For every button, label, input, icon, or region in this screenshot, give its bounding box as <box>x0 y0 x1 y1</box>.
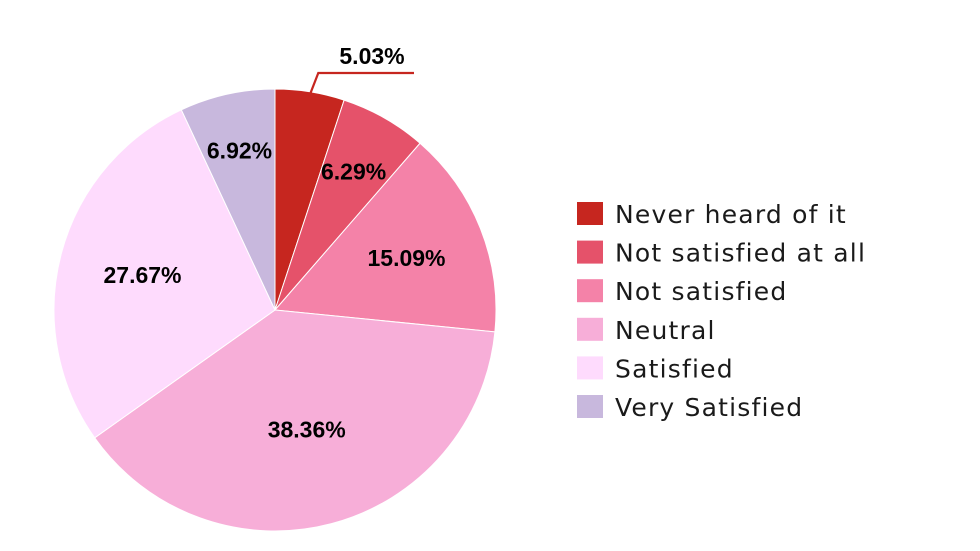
pie-slice-not-satisfied <box>273 142 497 333</box>
legend-item: Neutral <box>577 316 716 345</box>
legend-swatch <box>577 356 603 380</box>
pie-slices <box>53 88 497 532</box>
slice-label: 15.09% <box>367 245 445 271</box>
legend-item: Not satisfied at all <box>577 239 866 268</box>
legend-item: Satisfied <box>577 354 734 383</box>
slice-labels: 5.03% 6.29% 15.09% 38.36% 27.67% 6.92% <box>103 43 445 443</box>
slice-label: 6.29% <box>321 159 386 185</box>
callout-group <box>308 71 414 97</box>
legend-label: Very Satisfied <box>615 393 803 422</box>
slice-label: 6.92% <box>207 137 272 163</box>
legend-label: Never heard of it <box>615 200 847 229</box>
legend: Never heard of it Not satisfied at all Not… <box>577 200 866 422</box>
legend-label: Neutral <box>615 316 716 345</box>
callout-line <box>308 71 414 97</box>
pie-slice-very-satisfied <box>180 88 276 311</box>
legend-item: Never heard of it <box>577 200 847 229</box>
slice-label: 5.03% <box>339 43 404 69</box>
pie-slice-neutral <box>93 309 496 532</box>
slice-label: 38.36% <box>268 417 346 443</box>
legend-swatch <box>577 240 603 264</box>
pie-slice-satisfied <box>53 109 276 439</box>
legend-label: Not satisfied <box>615 277 787 306</box>
legend-label: Not satisfied at all <box>615 239 866 268</box>
legend-swatch <box>577 395 603 418</box>
legend-label: Satisfied <box>615 354 734 383</box>
legend-swatch <box>577 317 603 341</box>
legend-swatch <box>577 279 603 303</box>
legend-swatch <box>577 202 603 225</box>
legend-item: Very Satisfied <box>577 393 803 422</box>
slice-label: 27.67% <box>103 262 181 288</box>
legend-item: Not satisfied <box>577 277 787 306</box>
